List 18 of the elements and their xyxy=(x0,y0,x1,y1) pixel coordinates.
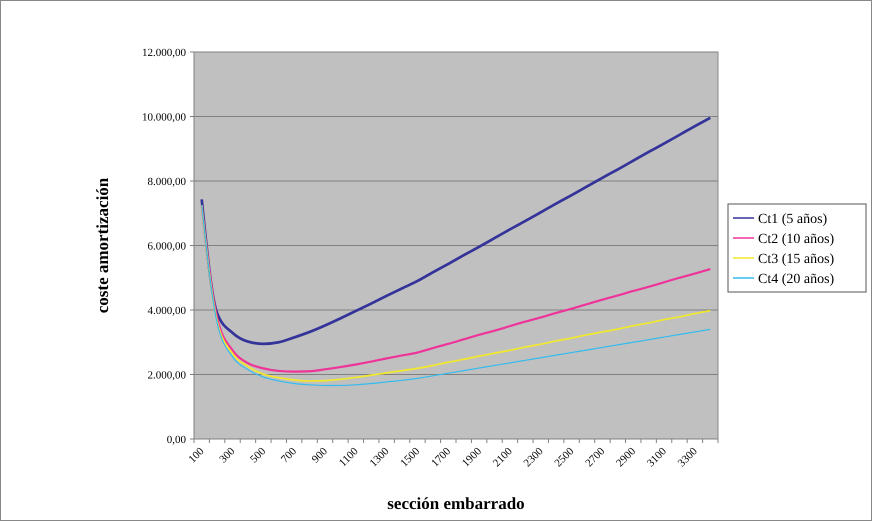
x-axis-title: sección embarrado xyxy=(387,494,525,513)
legend-label: Ct2 (10 años) xyxy=(758,232,835,247)
y-axis-title: coste amortización xyxy=(93,177,112,314)
legend-label: Ct3 (15 años) xyxy=(758,252,835,267)
x-tick-label: 700 xyxy=(278,445,300,466)
y-tick-label: 12.000,00 xyxy=(142,46,186,59)
y-tick-label: 10.000,00 xyxy=(142,111,186,124)
x-tick-label: 300 xyxy=(217,445,238,466)
y-tick-label: 8.000,00 xyxy=(148,176,186,188)
y-tick-label: 0,00 xyxy=(166,434,186,446)
legend-label: Ct4 (20 años) xyxy=(758,272,835,287)
y-tick-label: 4.000,00 xyxy=(148,304,186,317)
y-tick-label: 6.000,00 xyxy=(148,240,186,252)
x-tick-label: 500 xyxy=(248,445,269,466)
x-tick-label: 100 xyxy=(186,445,207,466)
legend-label: Ct1 (5 años) xyxy=(758,212,828,227)
x-tick-label: 900 xyxy=(310,445,330,466)
y-tick-label: 2.000,00 xyxy=(148,369,186,382)
